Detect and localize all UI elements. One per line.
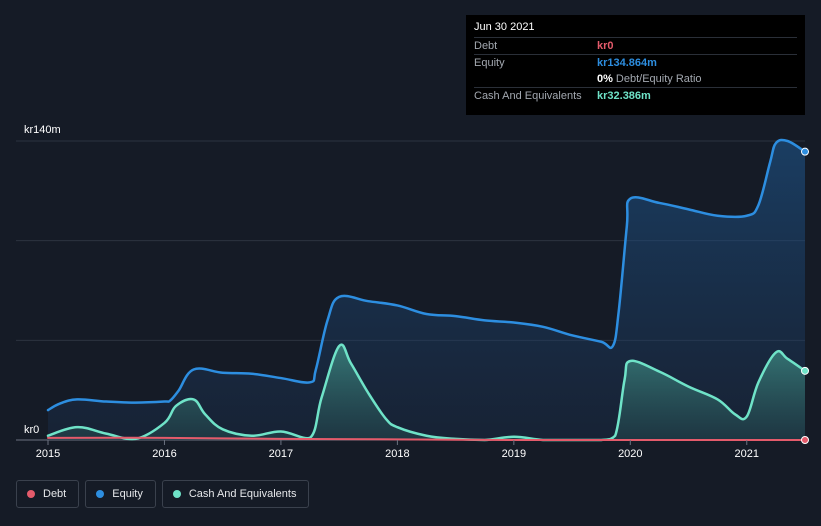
debt-dot-icon xyxy=(27,490,35,498)
tooltip-cash-label: Cash And Equivalents xyxy=(474,90,582,102)
tooltip-equity-value: kr134.864m xyxy=(597,57,657,69)
y-axis-bottom-label: kr0 xyxy=(24,424,39,436)
series-lines xyxy=(46,138,807,442)
debt-end-marker xyxy=(801,436,809,444)
equity-end-marker xyxy=(801,147,809,156)
x-tick-label: 2020 xyxy=(618,448,642,460)
x-tick-label: 2016 xyxy=(152,448,176,460)
legend-label-debt: Debt xyxy=(43,488,67,500)
cash-and-equivalents-area xyxy=(48,344,805,440)
tooltip-equity-label: Equity xyxy=(474,57,505,69)
chart-legend: Debt Equity Cash And Equivalents xyxy=(16,480,310,508)
cash-dot-icon xyxy=(172,490,181,498)
x-axis-ticks: 2015 2016 2017 2018 2019 2020 2021 xyxy=(36,440,759,460)
x-tick-label: 2015 xyxy=(36,448,60,460)
legend-item-equity[interactable]: Equity xyxy=(85,480,156,508)
tooltip-ratio-text: Debt/Equity Ratio xyxy=(615,73,702,85)
tooltip-ratio-value: 0% xyxy=(597,73,613,85)
tooltip-debt-value: kr0 xyxy=(597,40,614,52)
debt-line xyxy=(47,436,806,441)
x-tick-label: 2021 xyxy=(735,448,759,460)
legend-item-cash[interactable]: Cash And Equivalents xyxy=(161,480,310,508)
tooltip-row-equity: Equity kr134.864m xyxy=(474,54,797,71)
tooltip-row-cash: Cash And Equivalents kr32.386m xyxy=(474,87,797,104)
equity-area xyxy=(48,139,805,440)
tooltip-cash-value: kr32.386m xyxy=(597,90,651,102)
legend-item-debt[interactable]: Debt xyxy=(16,480,80,508)
cash-and-equivalents-end-marker xyxy=(801,366,809,375)
tooltip-debt-label: Debt xyxy=(474,40,498,52)
tooltip-row-ratio: 0% Debt/Equity Ratio xyxy=(474,71,797,87)
x-tick-label: 2019 xyxy=(502,448,526,460)
end-markers xyxy=(801,147,809,444)
tooltip-date: Jun 30 2021 xyxy=(474,21,535,33)
equity-dot-icon xyxy=(96,490,105,498)
equity-line xyxy=(46,138,807,412)
legend-label-equity: Equity xyxy=(112,488,143,500)
hover-tooltip: Jun 30 2021 Debt kr0 Equity kr134.864m 0… xyxy=(466,15,805,115)
x-tick-label: 2017 xyxy=(269,448,293,460)
tooltip-row-debt: Debt kr0 xyxy=(474,37,797,54)
cash-and-equivalents-line xyxy=(46,343,807,442)
y-axis-top-label: kr140m xyxy=(24,124,61,136)
series-areas xyxy=(48,139,805,440)
legend-label-cash: Cash And Equivalents xyxy=(188,488,297,500)
x-tick-label: 2018 xyxy=(385,448,409,460)
